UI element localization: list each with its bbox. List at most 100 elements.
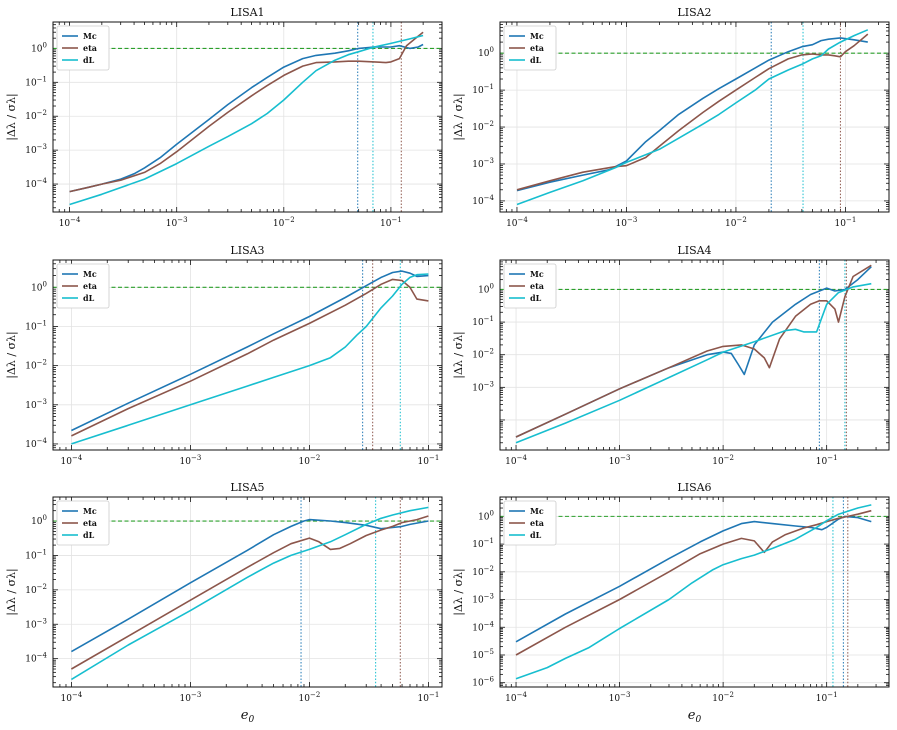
x-tick-label: 10−2 <box>712 691 734 704</box>
legend: Mc eta dL <box>503 500 557 546</box>
ticks <box>499 21 889 213</box>
x-tick-label: 10−4 <box>61 691 83 704</box>
axes-frame <box>499 21 890 213</box>
legend-label-dl: dL <box>83 293 95 303</box>
y-tick-label: 10−4 <box>472 620 494 633</box>
plot-area <box>53 22 442 212</box>
axes-frame <box>52 496 443 688</box>
y-tick-label: 10−1 <box>25 548 47 561</box>
legend-label-mc: Mc <box>530 31 544 41</box>
legend-label-dl: dL <box>530 530 542 540</box>
x-tick-label: 10−4 <box>505 454 527 467</box>
legend-label-eta: eta <box>83 281 97 291</box>
legend-label-mc: Mc <box>83 506 97 516</box>
y-tick-label: 10−1 <box>472 315 494 328</box>
legend-label-dl: dL <box>83 55 95 65</box>
grid <box>53 260 442 450</box>
legend-box <box>503 25 557 71</box>
y-tick-label: 100 <box>478 46 494 59</box>
y-tick-label: 100 <box>478 282 494 295</box>
legend-label-eta: eta <box>530 43 544 53</box>
series-line-eta <box>69 31 424 193</box>
x-tick-label: 10−2 <box>299 691 321 704</box>
plot-area <box>500 22 889 212</box>
plot-area <box>53 497 442 687</box>
axes-frame <box>499 496 890 688</box>
legend: Mc eta dL <box>503 25 557 71</box>
x-tick-label: 10−3 <box>180 691 202 704</box>
series-line-eta <box>516 33 869 191</box>
y-tick-label: 10−3 <box>472 157 494 170</box>
y-axis-label: |Δλ / σλ| <box>452 568 466 616</box>
y-tick-label: 10−3 <box>25 398 47 411</box>
x-tick-label: 10−4 <box>505 691 527 704</box>
panel-title: LISA1 <box>230 6 264 19</box>
y-tick-label: 10−3 <box>25 617 47 630</box>
legend-label-mc: Mc <box>530 269 544 279</box>
panel-lisa1: 10−4 10−3 10−2 10−1 10−4 10−3 10−2 10−1 100 LISA1… <box>5 6 443 229</box>
series-line-mc <box>515 266 872 438</box>
y-tick-label: 10−4 <box>25 437 47 450</box>
x-tick-label: 10−1 <box>835 216 857 229</box>
legend-box <box>56 500 110 546</box>
legend-label-mc: Mc <box>83 269 97 279</box>
y-tick-label: 10−1 <box>25 320 47 333</box>
y-axis-label: |Δλ / σλ| <box>452 331 466 379</box>
y-tick-label: 10−2 <box>472 348 494 361</box>
y-tick-label: 10−2 <box>25 359 47 372</box>
y-tick-label: 10−2 <box>472 120 494 133</box>
panel-lisa2: 10−4 10−3 10−2 10−1 10−4 10−3 10−2 10−1 100 LISA2… <box>452 6 890 229</box>
series-line-eta <box>515 509 872 656</box>
x-tick-label: 10−1 <box>816 691 838 704</box>
series-line-dl <box>515 282 872 444</box>
x-tick-label: 10−3 <box>180 454 202 467</box>
y-tick-label: 10−2 <box>472 565 494 578</box>
legend: Mc eta dL <box>56 263 110 309</box>
y-tick-label: 10−6 <box>472 676 494 689</box>
y-tick-label: 100 <box>478 509 494 522</box>
plot-area <box>500 497 889 687</box>
legend-box <box>503 500 557 546</box>
legend-label-mc: Mc <box>530 506 544 516</box>
x-tick-label: 10−4 <box>61 454 83 467</box>
panel-lisa5: 10−4 10−3 10−2 10−1 10−4 10−3 10−2 10−1 100 LISA5… <box>5 481 443 704</box>
x-axis-label: e0 <box>688 708 702 725</box>
x-tick-label: 10−3 <box>609 691 631 704</box>
x-tick-label: 10−1 <box>418 454 440 467</box>
y-tick-label: 10−1 <box>25 75 47 88</box>
series-line-mc <box>69 43 424 193</box>
legend-box <box>503 263 557 309</box>
y-tick-label: 10−3 <box>25 143 47 156</box>
y-axis-label: |Δλ / σλ| <box>5 331 19 379</box>
panel-lisa3: 10−4 10−3 10−2 10−1 10−4 10−3 10−2 10−1 100 LISA3… <box>5 244 443 467</box>
legend-label-dl: dL <box>530 55 542 65</box>
plot-area <box>500 260 889 450</box>
x-tick-label: 10−1 <box>816 454 838 467</box>
x-tick-label: 10−4 <box>506 216 528 229</box>
panel-lisa6: 10−4 10−3 10−2 10−1 10−6 10−5 10−4 10−3 10−2 10−1… <box>452 481 890 704</box>
x-tick-label: 10−4 <box>59 216 81 229</box>
grid <box>500 22 889 212</box>
series-line-mc <box>516 37 868 192</box>
y-tick-label: 10−3 <box>472 380 494 393</box>
series-line-mc <box>71 518 429 653</box>
legend-label-eta: eta <box>83 518 97 528</box>
y-tick-label: 100 <box>31 41 47 54</box>
plot-area <box>53 260 442 450</box>
grid <box>500 260 889 450</box>
x-tick-label: 10−2 <box>712 454 734 467</box>
series-line-eta <box>70 515 429 670</box>
y-tick-label: 10−2 <box>25 109 47 122</box>
x-tick-label: 10−3 <box>609 454 631 467</box>
series-line-mc <box>71 270 429 432</box>
x-tick-label: 10−1 <box>380 216 402 229</box>
panel-title: LISA3 <box>230 244 264 257</box>
legend-label-eta: eta <box>83 43 97 53</box>
y-tick-label: 10−4 <box>472 194 494 207</box>
legend-label-dl: dL <box>83 530 95 540</box>
legend-label-eta: eta <box>530 518 544 528</box>
series-line-eta <box>515 264 872 438</box>
y-tick-label: 10−1 <box>472 537 494 550</box>
series-line-eta <box>71 278 429 437</box>
